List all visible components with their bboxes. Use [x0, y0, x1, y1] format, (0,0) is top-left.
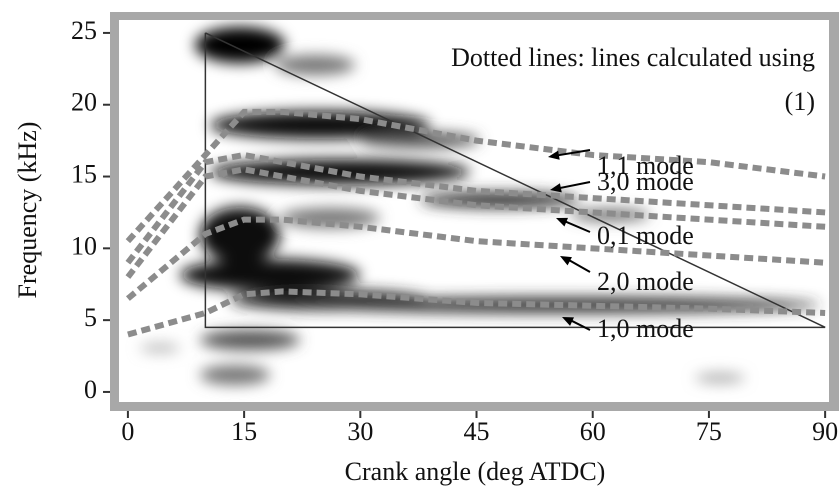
- annotation: Dotted lines: lines calculated using: [451, 43, 815, 72]
- y-axis-label: Frequency (kHz): [13, 122, 42, 299]
- annotation: (1): [785, 87, 815, 116]
- mode-line: [125, 166, 826, 279]
- y-tick-label: 5: [84, 303, 97, 332]
- arrow-head: [550, 183, 562, 193]
- y-tick-label: 15: [71, 160, 97, 189]
- mode-line: [125, 216, 826, 301]
- boundary-line: [204, 32, 826, 329]
- x-tick-label: 45: [464, 417, 490, 446]
- arrow-head: [556, 217, 568, 227]
- x-tick-label: 30: [347, 417, 373, 446]
- x-tick-label: 60: [580, 417, 606, 446]
- x-axis-label: Crank angle (deg ATDC): [345, 457, 606, 486]
- mode-label: 0,1 mode: [597, 221, 694, 250]
- mode-line: [127, 288, 826, 338]
- x-tick-label: 0: [121, 417, 134, 446]
- arrow-head: [548, 150, 560, 160]
- x-tick-label: 75: [696, 417, 722, 446]
- arrow-line: [553, 149, 591, 157]
- x-tick-label: 90: [812, 417, 838, 446]
- mode-label: 1,1 mode: [597, 151, 694, 180]
- y-tick-label: 10: [71, 231, 97, 260]
- mode-label: 3,0 mode: [597, 167, 694, 196]
- mode-label: 2,0 mode: [597, 267, 694, 296]
- mode-line: [125, 108, 826, 244]
- y-tick-label: 20: [71, 88, 97, 117]
- y-tick-label: 0: [84, 375, 97, 404]
- y-tick-label: 25: [71, 16, 97, 45]
- arrow-line: [555, 181, 591, 190]
- mode-line: [125, 151, 826, 265]
- arrow-line: [561, 219, 591, 233]
- arrow-head: [560, 256, 572, 266]
- x-tick-label: 15: [231, 417, 257, 446]
- mode-label: 1,0 mode: [597, 314, 694, 343]
- arrow-head: [562, 317, 574, 326]
